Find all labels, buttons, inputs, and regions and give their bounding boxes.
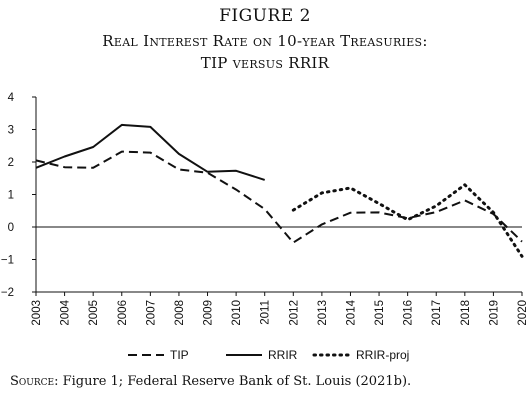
- chart-axes: [35, 97, 522, 293]
- x-tick-label: 2018: [460, 300, 472, 326]
- figure-title-line-1: Real Interest Rate on 10-year Treasuries…: [102, 32, 428, 50]
- x-tick-label: 2010: [231, 300, 243, 326]
- x-axis-ticks: 2003 2004 2005 2006 2007 2008 2009 2010 2011 2012…: [31, 292, 529, 326]
- x-tick-label: 2013: [317, 300, 329, 326]
- y-tick-label: 0: [8, 222, 14, 234]
- source-note: Source: Figure 1; Federal Reserve Bank o…: [10, 374, 525, 389]
- y-tick-label: 3: [8, 125, 14, 137]
- legend-label: TIP: [170, 348, 189, 362]
- x-tick-label: 2007: [145, 300, 157, 326]
- x-tick-label: 2009: [203, 300, 215, 326]
- source-label: Source: [10, 374, 55, 389]
- figure-title-line-2: TIP versus RRIR: [200, 54, 330, 72]
- legend-label: RRIR-proj: [356, 348, 409, 362]
- x-tick-label: 2020: [517, 300, 529, 326]
- x-tick-label: 2011: [260, 300, 272, 325]
- y-tick-label: −2: [1, 287, 14, 299]
- x-tick-label: 2003: [31, 300, 43, 326]
- y-tick-label: 2: [8, 157, 14, 169]
- y-axis-ticks: 4 3 2 1 0 −1 −2: [1, 92, 36, 299]
- x-tick-label: 2019: [488, 300, 500, 326]
- x-tick-label: 2004: [60, 299, 72, 325]
- series-line-rrir-proj: [291, 183, 524, 258]
- x-tick-label: 2005: [88, 300, 100, 326]
- x-tick-label: 2014: [345, 299, 357, 325]
- y-tick-label: 4: [8, 92, 15, 104]
- figure-label: FIGURE 2: [219, 6, 311, 26]
- legend-label: RRIR: [268, 348, 298, 362]
- x-tick-label: 2016: [403, 300, 415, 326]
- source-text: : Figure 1; Federal Reserve Bank of St. …: [54, 374, 412, 389]
- series-line-tip: [35, 150, 523, 244]
- x-tick-label: 2012: [288, 300, 300, 326]
- chart-series: [35, 123, 524, 258]
- figure-title: Real Interest Rate on 10-year Treasuries…: [0, 30, 530, 74]
- x-tick-label: 2006: [117, 300, 129, 326]
- x-tick-label: 2017: [431, 300, 443, 326]
- series-line-rrir: [35, 123, 266, 181]
- x-tick-label: 2015: [374, 300, 386, 326]
- y-tick-label: 1: [8, 190, 14, 202]
- y-tick-label: −1: [1, 255, 14, 267]
- chart-legend: TIP RRIR RRIR-proj: [128, 348, 409, 362]
- x-tick-label: 2008: [174, 300, 186, 326]
